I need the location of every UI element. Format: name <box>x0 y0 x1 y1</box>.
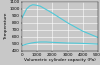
Y-axis label: Temperature: Temperature <box>4 13 8 40</box>
X-axis label: Volumetric cylinder capacity (Pa): Volumetric cylinder capacity (Pa) <box>24 58 96 62</box>
